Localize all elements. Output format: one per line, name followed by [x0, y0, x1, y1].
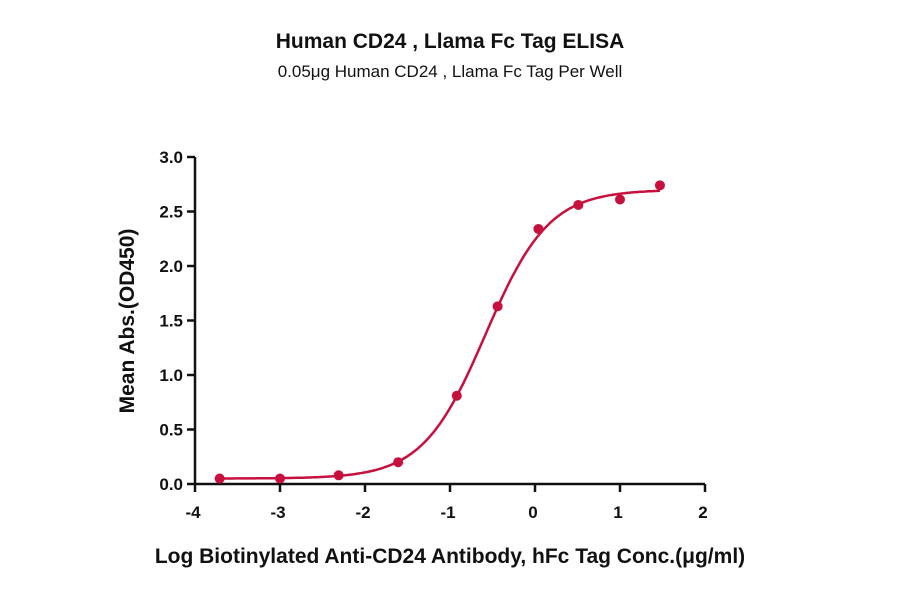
y-tick-label: 0.5	[159, 421, 183, 440]
data-point	[275, 473, 285, 484]
y-tick-label: 1.0	[159, 366, 183, 385]
data-point	[451, 390, 462, 401]
data-point	[492, 301, 503, 312]
y-tick-label: 1.5	[159, 312, 183, 331]
x-axis-label: Log Biotinylated Anti-CD24 Antibody, hFc…	[155, 545, 745, 568]
x-tick-label: 0	[528, 503, 537, 522]
data-point	[654, 180, 665, 191]
chart-subtitle: 0.05μg Human CD24 , Llama Fc Tag Per Wel…	[277, 62, 623, 81]
x-tick-label: -4	[185, 503, 201, 522]
y-axis-label: Mean Abs.(OD450)	[116, 229, 139, 414]
chart-title: Human CD24 , Llama Fc Tag ELISA	[275, 30, 625, 53]
y-tick-label: 2.0	[159, 257, 183, 276]
data-point	[333, 470, 344, 481]
x-tick-label: -3	[270, 503, 285, 522]
data-point	[573, 199, 584, 210]
data-point	[393, 457, 404, 468]
fit-curve	[219, 189, 661, 480]
y-tick-label: 3.0	[159, 148, 183, 167]
y-tick-label: 2.5	[159, 203, 183, 222]
data-point	[214, 473, 225, 484]
x-tick-label: 2	[698, 503, 707, 522]
data-point	[615, 194, 625, 205]
x-tick-label: 1	[613, 503, 622, 522]
y-tick-label: 0.0	[159, 475, 183, 494]
data-point	[533, 223, 544, 234]
x-tick-label: -2	[355, 503, 370, 522]
x-tick-label: -1	[440, 503, 455, 522]
